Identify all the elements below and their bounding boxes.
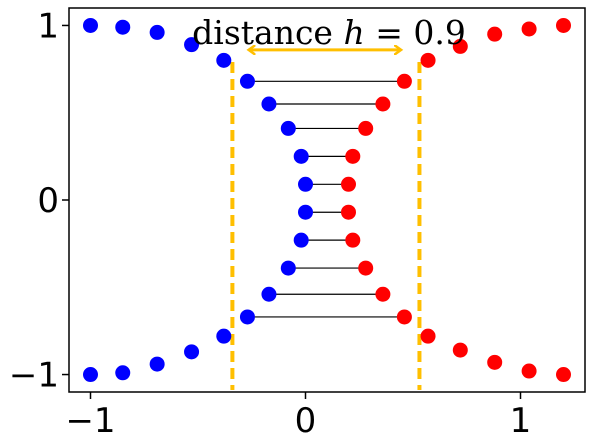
data-point-s1-2 [487, 26, 503, 42]
data-point-s0-18 [115, 365, 131, 381]
data-point-s0-12 [280, 260, 296, 276]
data-point-s1-0 [556, 17, 571, 33]
data-point-s1-6 [375, 96, 391, 112]
data-point-s0-9 [298, 176, 313, 192]
annotation-suffix: = 0.9 [365, 13, 466, 52]
plot-frame [68, 7, 586, 393]
data-point-s0-5 [239, 73, 255, 89]
data-point-s1-1 [521, 21, 537, 37]
data-point-s1-10 [341, 204, 356, 220]
data-point-s1-17 [487, 354, 503, 370]
data-point-s0-7 [280, 120, 296, 136]
data-point-s0-4 [216, 52, 232, 68]
data-point-s0-17 [149, 356, 165, 372]
data-point-s1-16 [452, 342, 468, 358]
data-point-s1-12 [358, 260, 374, 276]
x-tick-label-2: 1 [510, 401, 532, 441]
axis-ticks: −1 0 1 1 0 −1 [9, 6, 531, 441]
connection-lines [247, 80, 405, 318]
data-point-s0-2 [149, 24, 165, 40]
data-point-s1-9 [341, 176, 356, 192]
data-point-s1-7 [358, 120, 374, 136]
data-point-s1-14 [396, 309, 412, 325]
annotation-symbol: h [343, 13, 364, 52]
data-point-s0-3 [184, 37, 200, 53]
data-point-s0-8 [293, 148, 309, 164]
data-point-s0-14 [239, 309, 255, 325]
y-tick-label-0: 1 [37, 6, 59, 46]
data-point-s0-6 [261, 96, 277, 112]
data-point-s0-13 [261, 286, 277, 302]
data-point-s1-5 [396, 73, 412, 89]
data-point-s1-19 [556, 367, 571, 383]
boundary-lines [230, 62, 422, 390]
data-point-s1-3 [452, 38, 468, 54]
x-tick-label-1: 0 [295, 401, 317, 441]
data-point-s0-10 [298, 204, 313, 220]
annotation-prefix: distance [192, 13, 343, 52]
data-point-s1-18 [521, 363, 537, 379]
distance-annotation: distance h = 0.9 [192, 13, 466, 52]
data-point-s1-4 [420, 52, 436, 68]
data-point-s1-11 [345, 232, 361, 248]
data-point-s0-16 [184, 344, 200, 360]
y-tick-label-2: −1 [9, 356, 59, 396]
data-point-s0-11 [293, 232, 309, 248]
data-point-s1-8 [345, 148, 361, 164]
data-point-s0-15 [216, 328, 232, 344]
data-point-s1-15 [420, 328, 436, 344]
data-point-s0-1 [115, 19, 131, 35]
data-point-s0-19 [83, 367, 98, 383]
data-point-s0-0 [83, 17, 98, 33]
x-tick-label-0: −1 [65, 401, 115, 441]
data-point-s1-13 [375, 286, 391, 302]
data-points [83, 17, 571, 383]
y-tick-label-1: 0 [37, 181, 59, 221]
